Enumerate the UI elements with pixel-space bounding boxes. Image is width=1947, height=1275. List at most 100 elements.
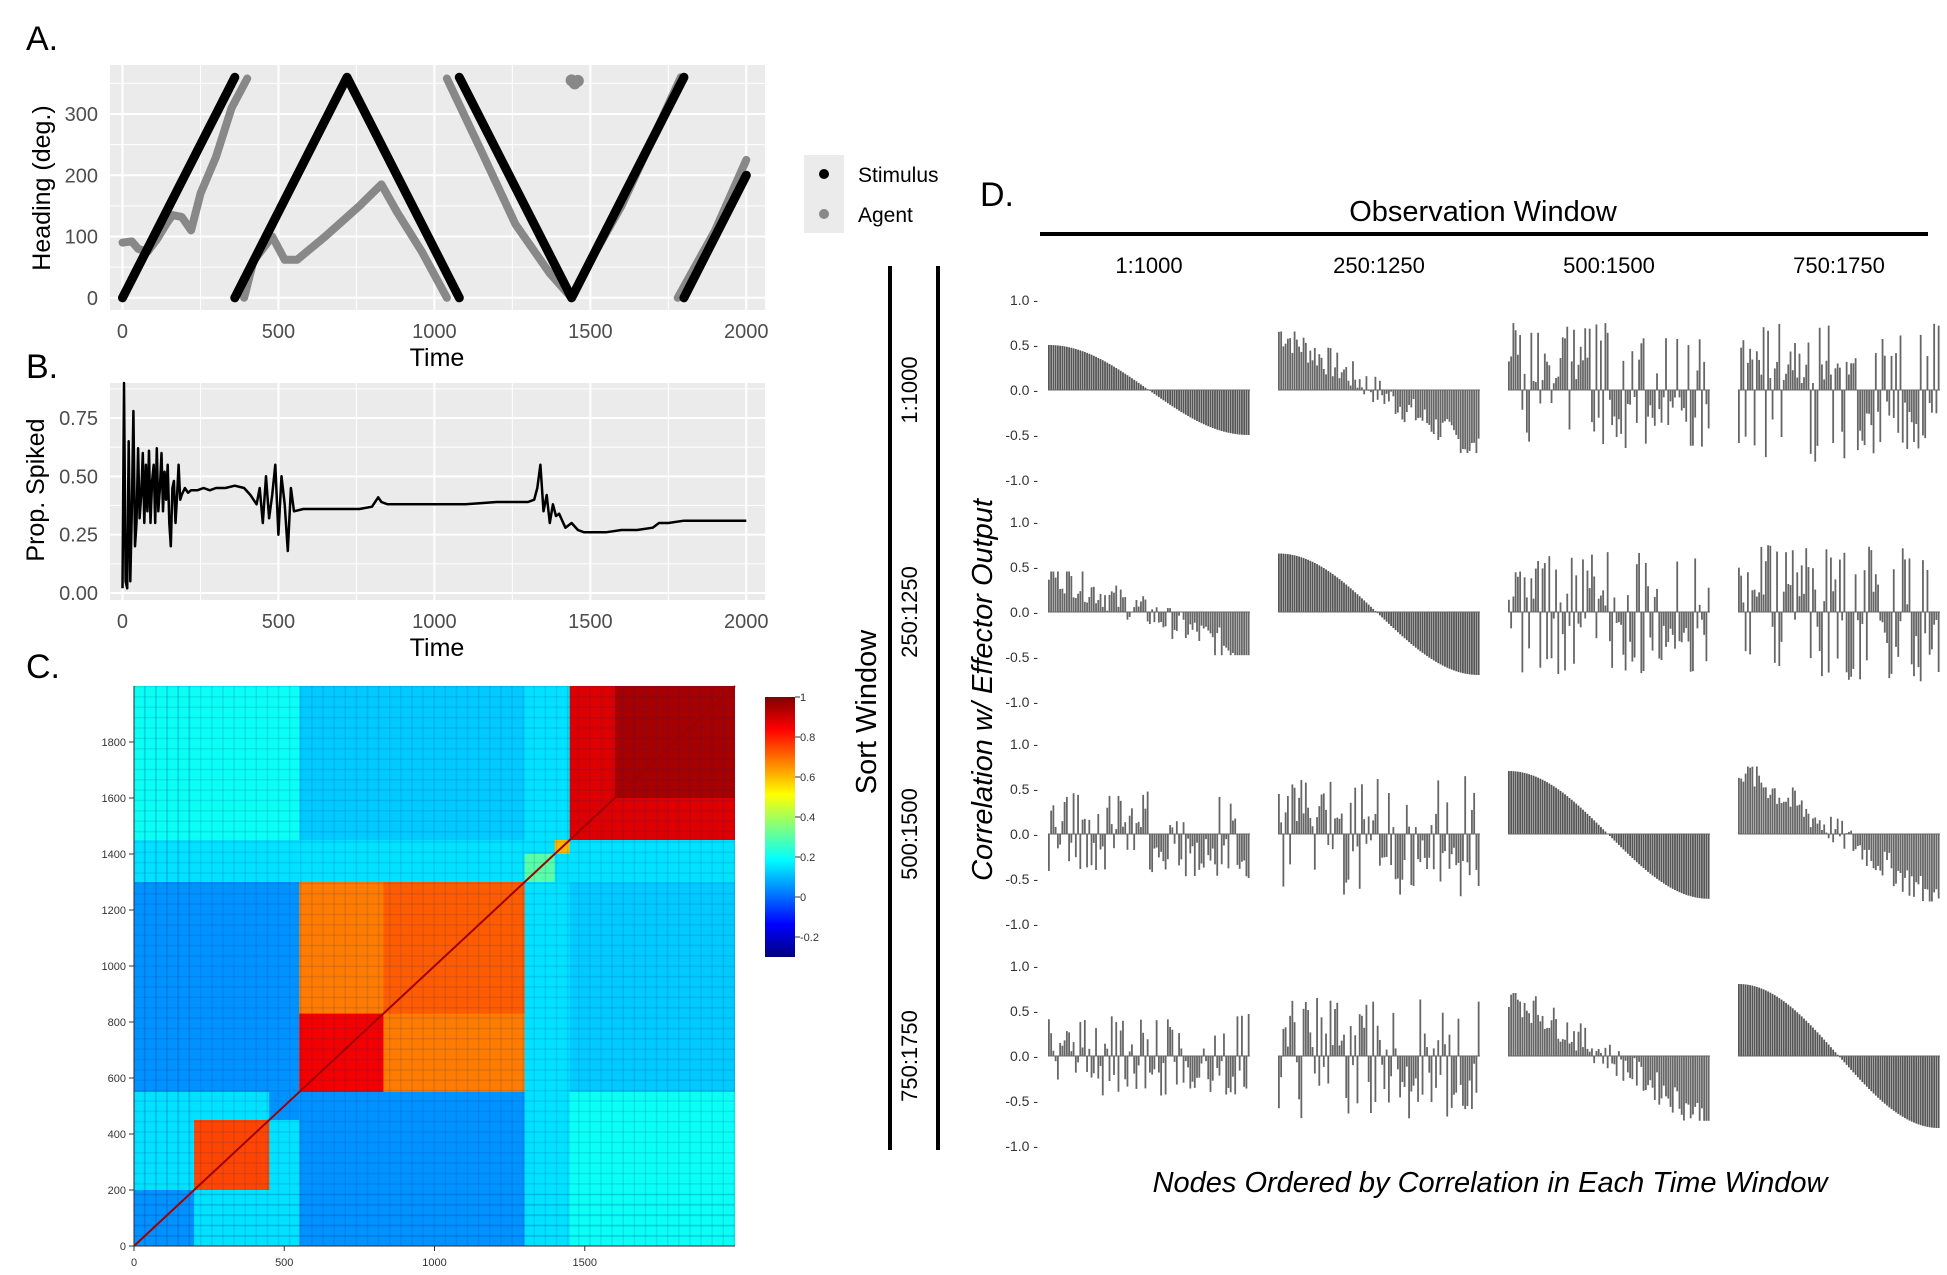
correlation-bar xyxy=(1836,363,1839,390)
correlation-bar xyxy=(1776,551,1778,612)
correlation-bar xyxy=(1338,378,1341,390)
correlation-bar xyxy=(1282,834,1285,887)
correlation-bar xyxy=(1419,999,1422,1056)
correlation-bar xyxy=(1307,559,1309,612)
correlation-bar xyxy=(1220,390,1223,432)
x-tick-label: 1500 xyxy=(573,1257,597,1269)
correlation-bar xyxy=(1345,834,1348,883)
correlation-bar xyxy=(1059,345,1062,390)
correlation-bar xyxy=(1140,384,1142,390)
correlation-bar xyxy=(1597,1048,1600,1056)
correlation-bar xyxy=(1841,390,1844,432)
correlation-bar xyxy=(1054,1056,1057,1062)
heatmap-offdiag-block xyxy=(299,1092,525,1246)
correlation-bar xyxy=(1703,1056,1706,1121)
correlation-bar xyxy=(1863,390,1866,446)
correlation-bar xyxy=(1787,797,1790,834)
correlation-bar xyxy=(1374,1056,1377,1102)
correlation-bar xyxy=(1191,1056,1194,1082)
heatmap-offdiag-block xyxy=(569,1092,735,1246)
correlation-bar xyxy=(1214,1035,1216,1056)
correlation-bar xyxy=(1205,1056,1207,1062)
correlation-bar xyxy=(1534,381,1537,390)
correlation-bar xyxy=(1738,984,1740,1056)
correlation-bar xyxy=(1056,345,1059,390)
correlation-bar xyxy=(1919,1056,1922,1126)
y-tick-label: 600 xyxy=(108,1073,126,1085)
correlation-bar xyxy=(1196,390,1198,421)
correlation-bar xyxy=(1218,796,1221,834)
correlation-bar xyxy=(1090,354,1093,390)
row-header: 1:1000 xyxy=(897,356,922,423)
correlation-bar xyxy=(1137,606,1140,612)
correlation-bar xyxy=(1644,834,1647,871)
correlation-bar xyxy=(1631,834,1634,859)
correlation-bar xyxy=(1935,390,1938,414)
facet-y-tick-label: 1.0 - xyxy=(1010,292,1038,308)
correlation-bar xyxy=(1525,597,1528,612)
correlation-bar xyxy=(1782,801,1785,834)
correlation-bar xyxy=(1146,612,1149,622)
correlation-bar xyxy=(1214,834,1216,865)
correlation-bar xyxy=(1065,1031,1068,1056)
correlation-bar xyxy=(1901,548,1904,612)
correlation-bar xyxy=(1205,834,1207,840)
correlation-bar xyxy=(1419,390,1422,418)
correlation-bar xyxy=(1692,1056,1694,1115)
correlation-bar xyxy=(1108,594,1111,612)
correlation-bar xyxy=(1352,361,1354,390)
correlation-bar xyxy=(1238,834,1241,869)
correlation-bar xyxy=(1151,1056,1154,1075)
correlation-bar xyxy=(1428,612,1431,658)
correlation-bar xyxy=(1061,821,1064,834)
correlation-bar xyxy=(1758,775,1760,834)
correlation-bar xyxy=(1789,1006,1792,1056)
correlation-bar xyxy=(1678,390,1681,398)
correlation-bar xyxy=(1624,390,1627,448)
correlation-bar xyxy=(1624,834,1627,852)
correlation-bar xyxy=(1441,612,1444,666)
correlation-bar xyxy=(1924,834,1927,889)
correlation-bar xyxy=(1550,1020,1553,1056)
correlation-bar xyxy=(1615,1056,1618,1076)
correlation-bar xyxy=(1570,557,1573,612)
correlation-bar xyxy=(1749,767,1752,834)
correlation-bar xyxy=(1676,1056,1679,1092)
correlation-bar xyxy=(1284,343,1287,390)
correlation-bar xyxy=(1892,834,1895,887)
correlation-bar xyxy=(1074,597,1077,612)
correlation-bar xyxy=(1635,1056,1638,1086)
correlation-bar xyxy=(1658,612,1661,659)
correlation-bar xyxy=(1365,1004,1368,1056)
correlation-bar xyxy=(1852,834,1855,851)
correlation-bar xyxy=(1794,343,1796,390)
correlation-bar xyxy=(1543,563,1546,612)
correlation-bar xyxy=(1313,562,1316,612)
correlation-bar xyxy=(1559,358,1562,390)
correlation-bar xyxy=(1227,834,1230,869)
correlation-bar xyxy=(1202,1048,1205,1056)
correlation-bar xyxy=(1519,335,1522,390)
correlation-bar xyxy=(1780,612,1783,642)
correlation-bar xyxy=(1446,390,1449,420)
correlation-bar xyxy=(1394,390,1397,414)
correlation-bar xyxy=(1387,792,1390,834)
correlation-bar xyxy=(1521,390,1524,410)
correlation-bar xyxy=(1336,817,1339,834)
correlation-bar xyxy=(1548,365,1551,390)
correlation-bar xyxy=(1825,549,1828,612)
correlation-bar xyxy=(1169,1027,1171,1056)
correlation-bar xyxy=(1320,794,1323,834)
correlation-bar xyxy=(1881,1056,1884,1102)
correlation-bar xyxy=(1280,1056,1283,1078)
correlation-bar xyxy=(1861,1056,1864,1083)
correlation-bar xyxy=(1676,834,1679,892)
correlation-bar xyxy=(1825,832,1828,834)
correlation-bar xyxy=(1624,612,1627,671)
correlation-bar xyxy=(1061,1045,1064,1056)
correlation-bar xyxy=(1363,1027,1366,1056)
correlation-bar xyxy=(1117,369,1120,390)
correlation-bar xyxy=(1635,564,1638,612)
correlation-bar xyxy=(1160,390,1163,399)
correlation-bar xyxy=(1169,390,1171,405)
